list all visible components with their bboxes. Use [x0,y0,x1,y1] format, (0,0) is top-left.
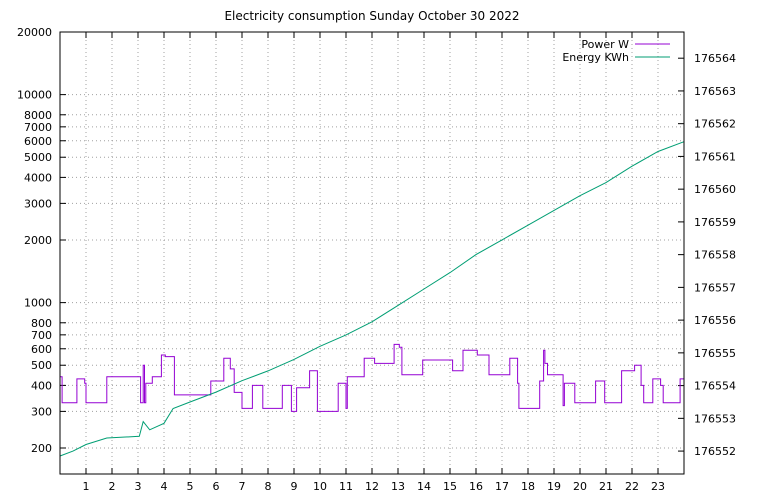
x-tick-label: 10 [313,480,327,493]
right-tick-label: 176552 [694,445,736,458]
x-tick-label: 4 [161,480,168,493]
left-tick-label: 3000 [24,197,52,210]
x-tick-label: 8 [265,480,272,493]
x-tick-label: 9 [291,480,298,493]
x-tick-label: 23 [651,480,665,493]
x-tick-label: 19 [547,480,561,493]
right-tick-label: 176559 [694,216,736,229]
x-tick-label: 2 [109,480,116,493]
x-tick-label: 3 [135,480,142,493]
right-tick-label: 176556 [694,314,736,327]
series-line-energy-kwh [59,141,685,457]
left-tick-label: 5000 [24,151,52,164]
x-tick-label: 6 [213,480,220,493]
x-tick-label: 18 [521,480,535,493]
right-tick-label: 176557 [694,281,736,294]
left-tick-label: 8000 [24,109,52,122]
left-tick-label: 500 [31,359,52,372]
x-axis-ticks: 1 2 3 4 5 6 7 8 9 10 11 12 13 14 15 16 17 18 19 20 21 22 23 [83,32,665,493]
x-tick-label: 15 [443,480,457,493]
plot-frame [59,31,685,475]
x-tick-label: 13 [391,480,405,493]
left-tick-label: 700 [31,329,52,342]
chart-title: Electricity consumption Sunday October 3… [224,9,519,23]
right-tick-label: 176554 [694,380,736,393]
left-tick-label: 10000 [17,89,52,102]
left-tick-label: 2000 [24,234,52,247]
grid-lines [60,32,684,474]
left-tick-label: 200 [31,442,52,455]
right-tick-label: 176560 [694,183,736,196]
left-tick-label: 1000 [24,297,52,310]
x-tick-label: 21 [599,480,613,493]
left-tick-label: 400 [31,379,52,392]
left-tick-label: 300 [31,405,52,418]
x-tick-label: 5 [187,480,194,493]
x-tick-label: 20 [573,480,587,493]
legend-label: Energy KWh [562,51,629,64]
legend-label: Power W [581,38,629,51]
x-tick-label: 17 [495,480,509,493]
right-tick-label: 176558 [694,249,736,262]
left-tick-label: 7000 [24,121,52,134]
x-tick-label: 14 [417,480,431,493]
right-tick-label: 176564 [694,52,736,65]
x-tick-label: 22 [625,480,639,493]
right-tick-label: 176555 [694,347,736,360]
left-tick-label: 20000 [17,26,52,39]
series-line-power-w [60,343,684,412]
x-tick-label: 7 [239,480,246,493]
right-tick-label: 176553 [694,412,736,425]
right-axis-ticks: 176552 176553 176554 176555 176556 176557 1765… [678,52,736,458]
x-tick-label: 12 [365,480,379,493]
x-tick-label: 11 [339,480,353,493]
series-lines [59,141,685,457]
right-tick-label: 176563 [694,85,736,98]
left-tick-label: 800 [31,317,52,330]
x-tick-label: 1 [83,480,90,493]
right-tick-label: 176561 [694,150,736,163]
right-tick-label: 176562 [694,118,736,131]
left-tick-label: 6000 [24,135,52,148]
left-tick-label: 4000 [24,171,52,184]
x-tick-label: 16 [469,480,483,493]
left-tick-label: 600 [31,343,52,356]
